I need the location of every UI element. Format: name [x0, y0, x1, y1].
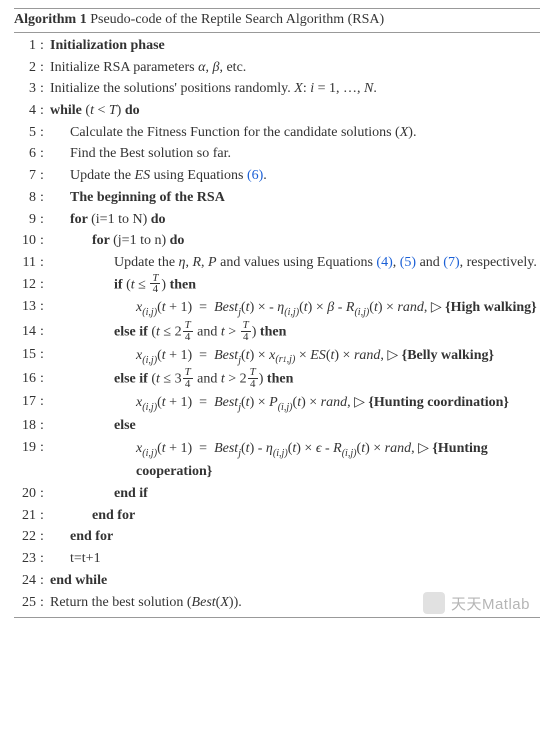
equation-link-5[interactable]: (5)	[400, 255, 416, 270]
algo-line: 3: Initialize the solutions' positions r…	[14, 78, 540, 100]
keyword-endfor: end for	[70, 529, 113, 544]
algo-line: 21: end for	[14, 505, 540, 527]
algo-line: 14: else if (t ≤ 2T4 and t > T4) then	[14, 321, 540, 344]
keyword-endif: end if	[114, 486, 148, 501]
equation-link-7[interactable]: (7)	[443, 255, 459, 270]
algorithm-header: Algorithm 1 Pseudo-code of the Reptile S…	[14, 8, 540, 33]
line-text: Initialize RSA parameters α, β, etc.	[48, 57, 540, 79]
line-number: 11	[14, 252, 40, 274]
algo-line: 19: x(i,j)(t + 1) = Bestj(t) - η(i,j)(t)…	[14, 437, 540, 483]
algo-line: 16: else if (t ≤ 3T4 and t > 2T4) then	[14, 368, 540, 391]
line-number: 7	[14, 165, 40, 187]
line-number: 17	[14, 391, 40, 413]
line-number: 22	[14, 526, 40, 548]
line-number: 23	[14, 548, 40, 570]
equation-line: x(i,j)(t + 1) = Bestj(t) × P(i,j)(t) × r…	[48, 391, 540, 415]
line-number: 14	[14, 321, 40, 343]
line-number: 13	[14, 296, 40, 318]
line-text: Calculate the Fitness Function for the c…	[48, 122, 540, 144]
keyword-if: if	[114, 277, 126, 292]
algo-line: 11: Update the η, R, P and values using …	[14, 252, 540, 274]
line-number: 15	[14, 344, 40, 366]
comment: {Hunting coordination}	[368, 395, 509, 410]
algo-line: 4: while (t < T) do	[14, 100, 540, 122]
algo-line: 22: end for	[14, 526, 540, 548]
line-number: 18	[14, 415, 40, 437]
comment: {Hunting cooperation}	[136, 441, 488, 479]
equation-line: x(i,j)(t + 1) = Bestj(t) - η(i,j)(t) × ϵ…	[48, 437, 540, 483]
line-number: 24	[14, 570, 40, 592]
line-text: Find the Best solution so far.	[48, 143, 540, 165]
algo-line: 13: x(i,j)(t + 1) = Bestj(t) × - η(i,j)(…	[14, 296, 540, 320]
line-number: 16	[14, 368, 40, 390]
algo-line: 17: x(i,j)(t + 1) = Bestj(t) × P(i,j)(t)…	[14, 391, 540, 415]
line-number: 12	[14, 274, 40, 296]
line-number: 5	[14, 122, 40, 144]
line-text: t=t+1	[48, 548, 540, 570]
algo-line: 2: Initialize RSA parameters α, β, etc.	[14, 57, 540, 79]
keyword-for: for	[70, 212, 91, 227]
line-number: 1	[14, 35, 40, 57]
phase-heading: The beginning of the RSA	[70, 190, 225, 205]
keyword-while: while	[50, 103, 85, 118]
line-text: Update the ES using Equations (6).	[48, 165, 540, 187]
watermark-icon	[423, 592, 445, 614]
equation-line: x(i,j)(t + 1) = Bestj(t) × x(r1,j) × ES(…	[48, 344, 540, 368]
algo-line: 8: The beginning of the RSA	[14, 187, 540, 209]
keyword-else: else	[114, 418, 136, 433]
equation-link-6[interactable]: (6)	[247, 168, 263, 183]
line-text: Update the η, R, P and values using Equa…	[48, 252, 540, 274]
keyword-endfor: end for	[92, 508, 135, 523]
keyword-elseif: else if	[114, 372, 151, 387]
phase-heading: Initialization phase	[50, 38, 165, 53]
comment: {Belly walking}	[402, 348, 494, 363]
algo-line: 23: t=t+1	[14, 548, 540, 570]
algorithm-body: 1: Initialization phase 2: Initialize RS…	[14, 35, 540, 618]
algo-line: 9: for (i=1 to N) do	[14, 209, 540, 231]
algo-line: 24: end while	[14, 570, 540, 592]
algorithm-title: Pseudo-code of the Reptile Search Algori…	[90, 12, 384, 27]
algo-line: 6: Find the Best solution so far.	[14, 143, 540, 165]
algo-line: 20: end if	[14, 483, 540, 505]
algo-line: 5: Calculate the Fitness Function for th…	[14, 122, 540, 144]
line-number: 8	[14, 187, 40, 209]
equation-link-4[interactable]: (4)	[376, 255, 392, 270]
keyword-endwhile: end while	[50, 573, 107, 588]
line-number: 9	[14, 209, 40, 231]
line-number: 4	[14, 100, 40, 122]
algorithm-label: Algorithm 1	[14, 12, 87, 27]
line-number: 19	[14, 437, 40, 459]
keyword-elseif: else if	[114, 324, 151, 339]
comment: {High walking}	[445, 300, 537, 315]
line-number: 25	[14, 592, 40, 614]
line-number: 10	[14, 230, 40, 252]
equation-line: x(i,j)(t + 1) = Bestj(t) × - η(i,j)(t) ×…	[48, 296, 540, 320]
line-number: 6	[14, 143, 40, 165]
watermark-text: 天天Matlab	[451, 593, 530, 614]
line-number: 21	[14, 505, 40, 527]
algo-line: 15: x(i,j)(t + 1) = Bestj(t) × x(r1,j) ×…	[14, 344, 540, 368]
line-text: Initialize the solutions' positions rand…	[48, 78, 540, 100]
watermark: 天天Matlab	[423, 592, 530, 614]
algo-line: 12: if (t ≤ T4) then	[14, 274, 540, 297]
algo-line: 10: for (j=1 to n) do	[14, 230, 540, 252]
line-number: 3	[14, 78, 40, 100]
line-number: 20	[14, 483, 40, 505]
algo-line: 7: Update the ES using Equations (6).	[14, 165, 540, 187]
line-number: 2	[14, 57, 40, 79]
algo-line: 18: else	[14, 415, 540, 437]
algo-line: 1: Initialization phase	[14, 35, 540, 57]
keyword-for: for	[92, 233, 113, 248]
